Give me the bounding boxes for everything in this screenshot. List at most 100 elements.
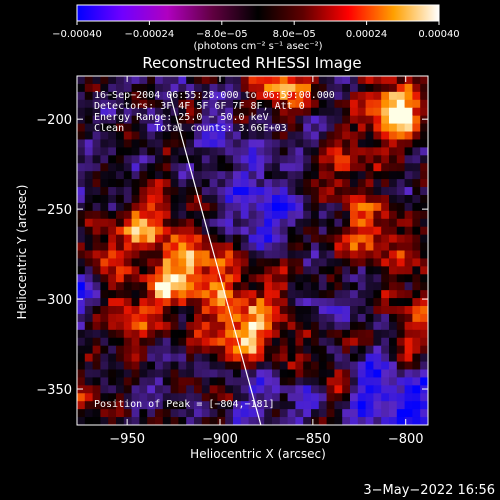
heatmap-cell [279,242,289,252]
heatmap-cell [123,290,133,299]
heatmap-cell [279,290,289,299]
heatmap-cell [217,131,226,141]
heatmap-cell [240,250,250,260]
heatmap-cell [357,83,367,93]
heatmap-cell [420,171,428,180]
heatmap-cell [396,258,406,267]
heatmap-cell [162,202,172,212]
heatmap-cell [194,76,203,85]
heatmap-cell [373,131,382,141]
heatmap-cell [162,369,172,379]
heatmap-cell [201,163,211,172]
heatmap-cell [311,107,320,117]
heatmap-cell [178,147,187,156]
heatmap-cell [334,187,343,196]
heatmap-cell [123,226,133,236]
heatmap-cell [357,377,367,386]
heatmap-cell [131,306,140,315]
heatmap-cell [342,242,351,252]
heatmap-cell [404,306,413,315]
heatmap-cell [303,369,312,379]
heatmap-cell [170,345,179,355]
heatmap-cell [147,393,156,402]
heatmap-cell [116,385,125,394]
heatmap-cell [365,298,374,307]
heatmap-cell [248,313,257,323]
heatmap-cell [420,163,428,172]
heatmap-cell [318,147,328,156]
heatmap-cell [342,131,351,141]
heatmap-cell [178,298,187,307]
heatmap-cell [318,171,328,180]
heatmap-cell [92,115,101,125]
heatmap-cell [194,250,203,260]
heatmap-cell [287,131,296,141]
heatmap-cell [147,361,156,371]
heatmap-cell [155,353,164,363]
heatmap-cell [233,385,242,394]
heatmap-cell [147,179,156,188]
heatmap-cell [123,353,133,363]
heatmap-cell [365,179,374,188]
heatmap-cell [77,218,86,228]
heatmap-cell [194,361,203,371]
heatmap-cell [162,107,172,117]
heatmap-cell [248,337,257,347]
heatmap-cell [396,194,406,204]
heatmap-cell [139,76,148,85]
heatmap-cell [381,282,390,291]
heatmap-cell [350,306,359,315]
heatmap-cell [116,194,125,204]
heatmap-cell [77,353,86,363]
heatmap-cell [342,155,351,164]
heatmap-cell [233,353,242,363]
heatmap-cell [396,226,406,236]
heatmap-cell [186,139,195,148]
heatmap-cell [217,194,226,204]
heatmap-cell [217,139,226,148]
heatmap-cell [264,417,273,425]
heatmap-cell [194,385,203,394]
heatmap-cell [272,385,281,394]
heatmap-cell [170,313,179,323]
heatmap-cell [108,99,117,109]
y-axis-ticks: −200−250−300−350 [36,113,428,398]
heatmap-cell [295,131,304,141]
heatmap-cell [287,234,296,244]
heatmap-cell [225,226,234,236]
heatmap-cell [116,377,125,386]
heatmap-cell [295,393,304,402]
heatmap-cell [201,306,211,315]
heatmap-cell [272,377,281,386]
heatmap-cell [311,298,320,307]
heatmap-cell [420,99,428,109]
heatmap-cell [412,401,421,410]
heatmap-cell [365,107,374,117]
heatmap-cell [209,171,218,180]
heatmap-cell [420,131,428,141]
heatmap-cell [350,321,359,331]
heatmap-cell [326,298,335,307]
heatmap-cell [373,369,382,379]
heatmap-cell [100,250,109,260]
heatmap-cell [178,377,187,386]
heatmap-cell [186,329,195,339]
heatmap-cell [365,258,374,267]
heatmap-cell [225,218,234,228]
heatmap-cell [381,329,390,339]
heatmap-cell [318,139,328,148]
heatmap-cell [396,393,406,402]
heatmap-cell [155,409,164,418]
heatmap-cell [147,187,156,196]
heatmap-cell [350,274,359,283]
heatmap-cell [396,83,406,93]
heatmap-cell [389,361,398,371]
heatmap-cell [84,210,94,220]
heatmap-cell [162,345,172,355]
heatmap-cell [100,409,109,418]
heatmap-cell [108,250,117,260]
heatmap-cell [311,274,320,283]
heatmap-cell [186,377,195,386]
heatmap-cell [209,107,218,117]
heatmap-cell [326,234,335,244]
